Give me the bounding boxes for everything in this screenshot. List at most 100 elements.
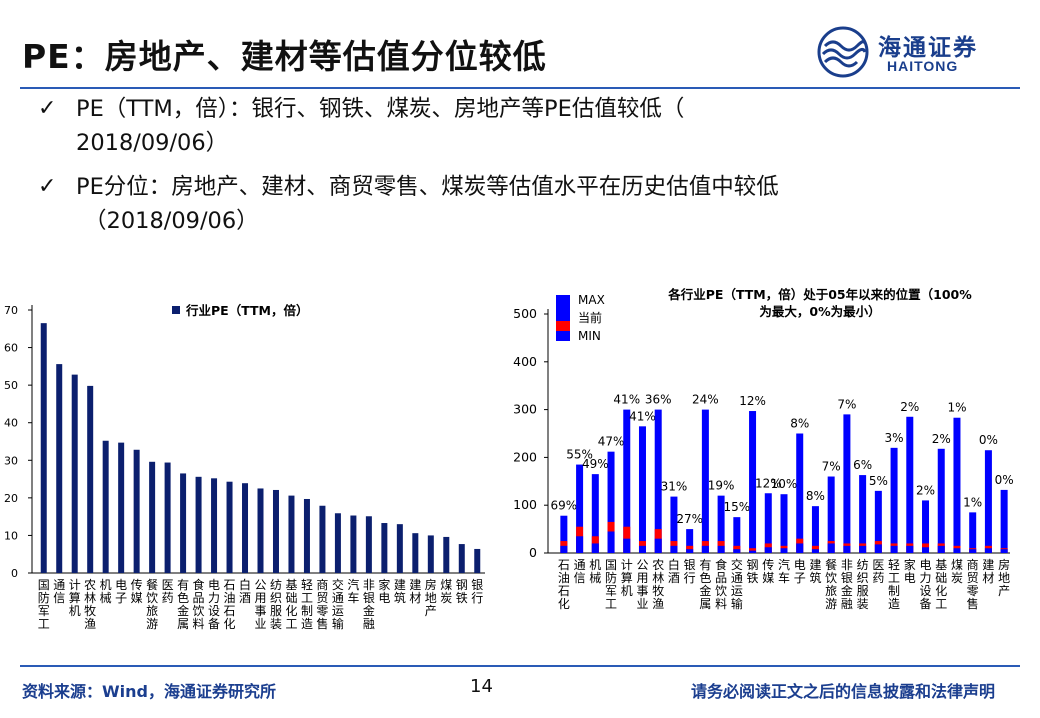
bar-min [764,547,772,553]
bar [288,495,295,573]
bar-max [843,414,851,553]
data-label: 0% [995,473,1014,487]
x-tick-label: 商贸零售 [316,577,328,631]
bullet-line: PE分位：房地产、建材、商贸零售、煤炭等估值水平在历史估值中较低 [76,174,779,200]
bar-min [654,538,662,553]
x-tick-label: 纺织服装 [270,578,282,631]
logo-text-en: HAITONG [887,58,959,74]
bar [226,481,233,573]
x-tick-label: 银行 [684,558,696,585]
x-tick-label: 石油石化 [224,578,236,631]
y-tick-label: 30 [4,454,18,467]
bar-min [638,545,646,553]
bar-max [607,451,615,553]
x-tick-label: 餐饮旅游 [146,577,158,631]
data-label: 36% [645,393,672,407]
y-tick-label: 0 [11,567,18,580]
legend-swatch [172,306,180,314]
x-tick-label: 建材 [982,558,994,585]
x-tick-label: 食品饮料 [193,577,205,631]
bar-min [733,549,741,553]
page-number: 14 [470,676,493,697]
bar-min [1000,549,1008,553]
data-label: 31% [661,480,688,494]
legend-label: MIN [578,329,601,343]
x-tick-label: 钢铁 [747,558,759,585]
bar-min [811,549,819,553]
bar-min [749,550,757,553]
data-label: 5% [869,474,888,488]
x-tick-label: 公用事业 [636,558,648,611]
data-label: 2% [916,483,935,497]
y-tick-label: 0 [529,545,537,560]
bar [474,548,481,573]
bar [443,536,450,573]
bar [458,544,465,573]
logo-text-cn: 海通证券 [878,34,978,61]
x-tick-label: 白酒 [239,577,251,605]
bar-min [560,545,568,553]
bar-max [953,417,961,553]
footer-divider [20,665,1020,667]
data-label: 2% [932,432,951,446]
x-tick-label: 电子 [115,578,127,605]
bullet-list: ✓ PE（TTM，倍）：银行、钢铁、煤炭、房地产等PE估值较低（ 2018/09… [38,92,1008,248]
y-tick-label: 400 [513,354,537,369]
x-tick-label: 公用事业 [254,578,266,631]
bar-min [922,547,930,553]
data-label: 47% [598,435,625,449]
bar-min [670,545,678,553]
x-tick-label: 传媒 [131,577,143,605]
data-label: 24% [692,393,719,407]
bar [40,323,47,573]
bar-max [654,409,662,553]
bar-min [717,545,725,553]
bar-min [874,544,882,553]
bar-min [984,548,992,553]
chart-title: 各行业PE（TTM，倍）处于05年以来的位置（100% [667,287,972,302]
bar-max [591,474,599,553]
bar-max [969,512,977,553]
data-label: 8% [790,417,809,431]
pe-ttm-chart: 0 10 20 30 40 50 60 70 国防军工通信计算机农林牧渔机械电子传媒餐饮旅游医药… [4,303,485,631]
x-tick-label: 电力设备 [208,578,220,631]
bar-max [937,448,945,553]
bar [195,476,202,573]
x-tick-label: 房地产 [998,557,1010,598]
bar [164,462,171,573]
x-tick-label: 计算机 [621,558,633,598]
data-label: 1% [963,495,982,509]
bar [350,515,357,573]
bar [396,524,403,573]
bar [102,440,109,573]
x-tick-label: 传媒 [762,557,774,585]
x-tick-label: 建筑 [809,558,821,585]
header-divider [20,87,1020,89]
bar [303,498,310,573]
x-tick-label: 非银金融 [363,578,375,631]
y-tick-label: 300 [513,402,537,417]
x-tick-label: 纺织服装 [857,558,869,611]
bar [180,473,187,573]
x-tick-label: 国防军工 [605,558,617,611]
bar-max [796,433,804,553]
bar [412,533,419,573]
bar-min [780,548,788,553]
x-tick-label: 电子 [794,558,806,585]
data-label: 0% [979,433,998,447]
x-tick-label: 医药 [162,578,174,605]
x-tick-label: 白酒 [668,557,680,585]
legend-label: 行业PE（TTM，倍） [185,303,308,318]
y-tick-label: 70 [4,304,18,317]
bar-max [623,409,631,553]
pe-percentile-chart: 0 100 200 300 400 500 69% 石油石化 55% 通信 49% 机械 47% 国防军工… [513,287,1014,611]
data-label: 10% [771,477,798,491]
data-label: 41% [613,393,640,407]
x-tick-label: 机械 [100,578,112,605]
x-tick-label: 计算机 [69,578,81,618]
x-tick-label: 建材 [409,578,421,605]
x-tick-label: 基础化工 [285,578,297,631]
bar-min [937,545,945,553]
bar [365,516,372,573]
bar-max [1000,489,1008,553]
